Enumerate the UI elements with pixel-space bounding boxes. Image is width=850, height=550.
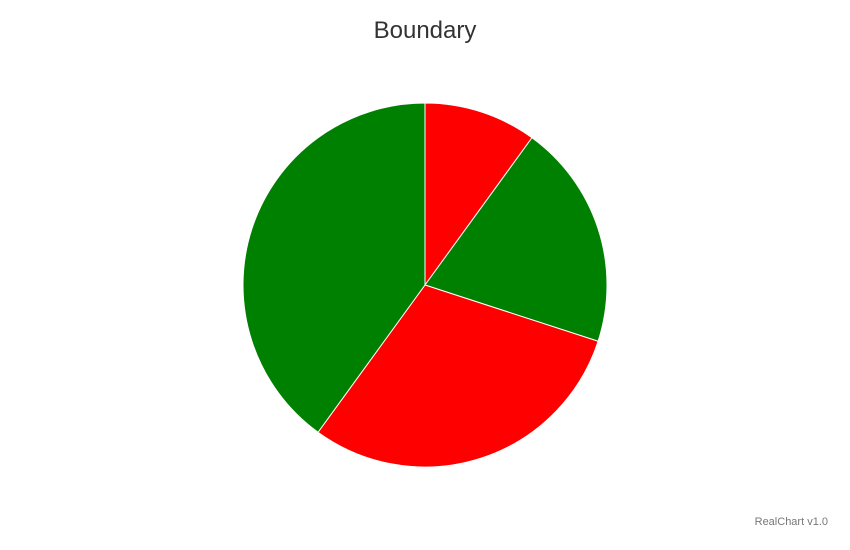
pie-slice-3[interactable] (317, 284, 599, 468)
credit-label: RealChart v1.0 (754, 516, 828, 528)
pie-slice-2[interactable] (424, 137, 608, 342)
chart-title: Boundary (373, 17, 477, 44)
pie-slice-4[interactable] (242, 102, 426, 433)
pie-slice-1[interactable] (424, 102, 533, 287)
pie-slices (242, 102, 608, 468)
